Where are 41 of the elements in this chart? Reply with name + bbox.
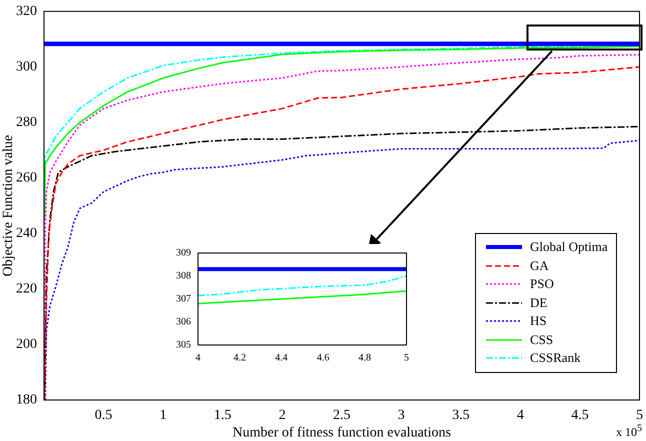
- legend-label: CSSRank: [530, 350, 581, 366]
- y-tick-label: 309: [176, 248, 191, 259]
- line-series: [44, 66, 640, 400]
- y-axis-title: Objective Function value: [1, 134, 16, 276]
- x-tick-label: 5: [404, 352, 409, 364]
- y-tick-label: 240: [16, 226, 37, 242]
- y-tick-label: 220: [16, 282, 37, 297]
- x-tick-label: 4.2: [233, 352, 246, 364]
- x-tick-label: 2.5: [333, 408, 350, 424]
- legend-label: PSO: [530, 276, 554, 292]
- x-tick-label: 4.8: [358, 352, 372, 364]
- x-tick-label: 2: [278, 408, 286, 424]
- y-tick-label: 307: [176, 294, 191, 305]
- y-tick-label: 300: [16, 60, 37, 75]
- x-tick-label: 1: [160, 408, 167, 424]
- legend-label: DE: [530, 294, 548, 311]
- x-tick-label: 5: [636, 408, 643, 424]
- x-tick-label: 4.5: [571, 408, 589, 424]
- x-tick-label: 4.4: [275, 352, 288, 364]
- y-tick-label: 306: [176, 316, 191, 328]
- text: x 10$^{5}$: [616, 423, 642, 440]
- y-tick-label: 280: [16, 115, 37, 130]
- x-tick-label: 4: [196, 352, 200, 364]
- x-tick-label: 3.5: [452, 408, 470, 424]
- x-axis-title: Number of fitness function evaluations: [232, 425, 452, 440]
- y-tick-label: 320: [16, 4, 37, 20]
- y-tick-label: 180: [16, 392, 37, 408]
- x-tick-label: 4.6: [316, 352, 330, 364]
- x-tick-label: 4: [516, 408, 524, 424]
- legend-label: CSS: [530, 332, 554, 348]
- y-tick-label: 305: [176, 340, 191, 351]
- x-tick-label: 0.5: [94, 408, 112, 424]
- x-tick-label: 1.5: [214, 408, 232, 424]
- line-series: [198, 275, 406, 296]
- legend-label: GA: [530, 258, 549, 274]
- y-tick-label: 200: [16, 337, 37, 352]
- y-tick-label: 308: [176, 270, 191, 282]
- x-tick-label: 3: [398, 408, 405, 424]
- legend-label: Global Optima: [530, 239, 608, 256]
- y-tick-label: 260: [16, 170, 37, 186]
- legend-label: HS: [530, 313, 547, 330]
